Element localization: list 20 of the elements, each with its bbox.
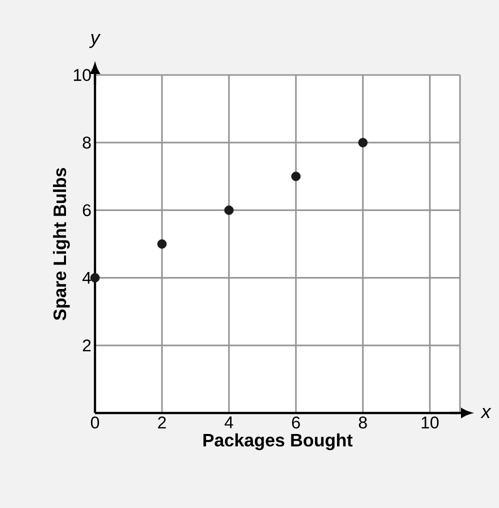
text: x	[480, 408, 492, 418]
x-tick-label: 10	[422, 416, 439, 429]
text: y	[89, 34, 101, 48]
point	[224, 205, 234, 215]
x-tick-label: 6	[292, 416, 300, 429]
point	[358, 138, 368, 148]
x-axis-title: Packages Bought	[203, 433, 352, 450]
y-tick-label: 6	[82, 204, 91, 216]
point	[291, 172, 301, 182]
x-tick-label: 0	[90, 416, 100, 429]
x-tick-label: 4	[224, 416, 234, 428]
y-axis-title: Spare Light Bulbs	[53, 168, 70, 320]
point	[90, 273, 100, 282]
x-tick-label: 2	[158, 416, 166, 428]
y-tick-label: 2	[82, 339, 91, 352]
point	[157, 239, 167, 249]
y-tick-label: 10	[74, 68, 91, 81]
x-tick-label: 8	[358, 416, 367, 429]
y-tick-label: 4	[82, 272, 91, 284]
y-tick-label: 8	[82, 136, 91, 149]
